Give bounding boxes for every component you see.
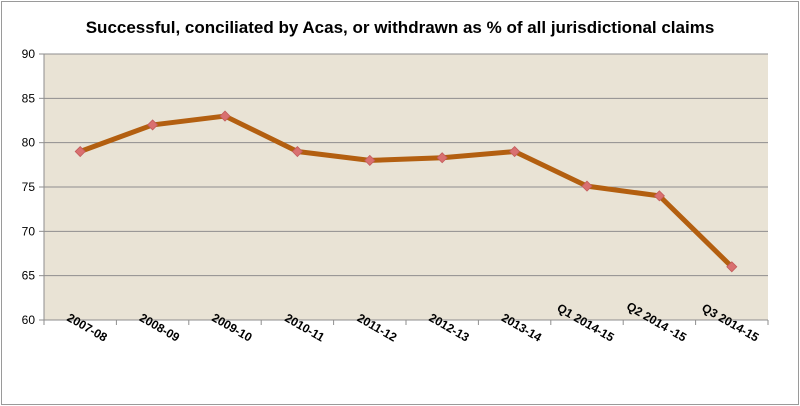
y-tick-label: 65: [22, 269, 36, 283]
data-point: [291, 145, 303, 158]
data-point: [147, 119, 159, 131]
data-point: [653, 190, 665, 202]
data-point: [436, 152, 448, 164]
data-point: [219, 110, 231, 122]
y-axis: 60 65 70 75 80 85 90: [22, 47, 45, 327]
chart-title: Successful, conciliated by Acas, or with…: [85, 18, 715, 37]
data-point: [74, 145, 86, 158]
y-tick-label: 60: [22, 313, 36, 327]
data-point: [581, 180, 593, 192]
data-point: [509, 145, 521, 158]
y-tick-label: 85: [22, 91, 36, 105]
data-markers: [74, 110, 738, 273]
y-tick-label: 90: [22, 47, 36, 61]
y-tick-label: 80: [22, 136, 36, 150]
y-tick-label: 75: [22, 180, 36, 194]
data-point: [364, 154, 376, 166]
y-tick-label: 70: [22, 224, 36, 238]
series-line: [77, 113, 735, 270]
data-point: [726, 261, 738, 273]
